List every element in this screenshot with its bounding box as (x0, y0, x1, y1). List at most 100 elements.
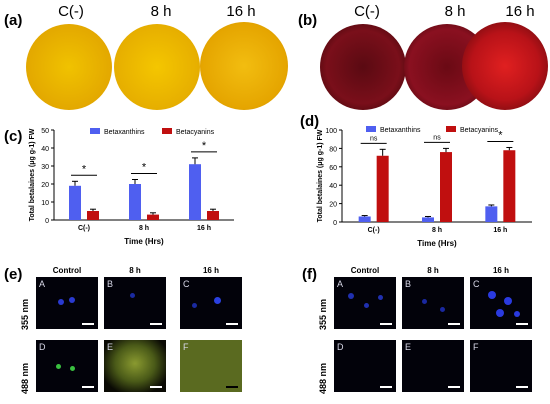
cell-dot (192, 303, 197, 308)
cell-dot (58, 299, 64, 305)
f-tile-d: D (334, 340, 396, 392)
dish-16h-red (462, 22, 548, 110)
f-col-header-control: Control (350, 266, 380, 275)
panel-letter-a: (a) (4, 12, 23, 29)
legend-swatch (446, 126, 456, 132)
bar (147, 214, 159, 220)
y-tick-label: 50 (41, 128, 49, 135)
dish-16h-yellow (200, 22, 288, 110)
f-tile-f: F (470, 340, 532, 392)
significance-label: * (498, 129, 503, 141)
dish-a-header-3: 16 h (226, 3, 256, 20)
f-tile-e: E (402, 340, 464, 392)
f-tile-f-label: F (473, 342, 479, 352)
e-tile-a-label: A (39, 279, 46, 289)
bar (440, 152, 452, 222)
f-tile-a-label: A (337, 279, 344, 289)
bar (129, 184, 141, 220)
bar (87, 211, 99, 220)
dish-8h-yellow (114, 24, 200, 110)
panel-letter-d: (d) (300, 113, 320, 130)
e-col-header-control: Control (52, 266, 82, 275)
e-tile-b: B (104, 277, 166, 329)
f-col-header-16h: 16 h (492, 266, 509, 275)
x-tick-label: 16 h (493, 227, 507, 234)
e-tile-c-label: C (183, 279, 190, 289)
dish-b-header-2: 8 h (444, 3, 466, 20)
cell-dot (130, 293, 135, 298)
scale-bar (150, 386, 162, 388)
dish-b-header-3: 16 h (505, 3, 535, 20)
x-tick-label: 16 h (197, 225, 211, 232)
significance-label: ns (370, 135, 378, 142)
f-col-header-8h: 8 h (427, 266, 439, 275)
cell-dot (214, 297, 221, 304)
f-tile-b: B (402, 277, 464, 329)
f-tile-e-label: E (405, 342, 412, 352)
significance-label: ns (433, 134, 441, 141)
dish-control-red (320, 24, 406, 110)
y-tick-label: 40 (41, 146, 49, 153)
panel-letter-b: (b) (298, 12, 318, 29)
f-tile-a: A (334, 277, 396, 329)
f-tile-c: C (470, 277, 532, 329)
scale-bar (226, 386, 238, 388)
scale-bar (380, 386, 392, 388)
legend-swatch (90, 128, 100, 134)
e-col-header-16h: 16 h (202, 266, 219, 275)
x-tick-label: C(-) (368, 227, 380, 234)
e-tile-e-label: E (107, 342, 114, 352)
f-tile-d-label: D (337, 342, 344, 352)
legend-label: Betaxanthins (104, 129, 145, 136)
f-tile-b-label: B (405, 279, 412, 289)
y-tick-label: 20 (329, 202, 337, 209)
y-axis-label: Total betalaines (μg g-1) FW (29, 128, 36, 221)
x-tick-label: C(-) (78, 225, 90, 232)
cell-dot (496, 309, 504, 317)
bar (376, 155, 389, 222)
y-tick-label: 60 (329, 165, 337, 172)
e-tile-a: A (36, 277, 98, 329)
legend-label: Betacyanins (176, 129, 215, 136)
cell-dot (440, 307, 445, 312)
chart-c: 0 10 20 30 40 50 Total betalaines (μg g-1) FW T… (29, 128, 234, 246)
significance-label: * (202, 140, 207, 152)
bar (69, 185, 81, 220)
x-axis-label: Time (Hrs) (417, 239, 457, 248)
e-tile-d: D (36, 340, 98, 392)
bar (358, 216, 371, 222)
x-axis-label: Time (Hrs) (124, 237, 164, 246)
cell-dot (364, 303, 369, 308)
dish-control-yellow (26, 24, 112, 110)
y-tick-label: 0 (333, 220, 337, 227)
x-tick-label: 8 h (432, 227, 442, 234)
legend-swatch (366, 126, 376, 132)
f-row-header-488: 488 nm (318, 362, 328, 394)
cell-dot (504, 297, 512, 305)
panel-letter-c: (c) (4, 128, 23, 145)
significance-label: * (82, 163, 87, 175)
scale-bar (516, 323, 528, 325)
y-tick-label: 10 (41, 200, 49, 207)
cell-dot (56, 364, 61, 369)
y-tick-label: 100 (325, 128, 337, 135)
y-tick-label: 0 (45, 218, 49, 225)
bar (422, 217, 434, 222)
y-axis-label: Total betalaines (μg g-1) FW (317, 129, 324, 222)
y-tick-label: 20 (41, 182, 49, 189)
dish-a-header-2: 8 h (150, 3, 172, 20)
e-tile-b-label: B (107, 279, 114, 289)
dish-a-header-1: C(-) (58, 3, 84, 20)
panel-letter-f: (f) (302, 266, 317, 283)
cell-dot (69, 297, 75, 303)
cell-dot (70, 366, 75, 371)
legend-label: Betacyanins (460, 127, 499, 134)
cell-dot (422, 299, 427, 304)
f-tile-c-label: C (473, 279, 480, 289)
scale-bar (226, 323, 238, 325)
legend-label: Betaxanthins (380, 127, 421, 134)
y-tick-label: 40 (329, 183, 337, 190)
significance-label: * (142, 162, 147, 174)
scale-bar (448, 386, 460, 388)
e-tile-f-label: F (183, 342, 189, 352)
